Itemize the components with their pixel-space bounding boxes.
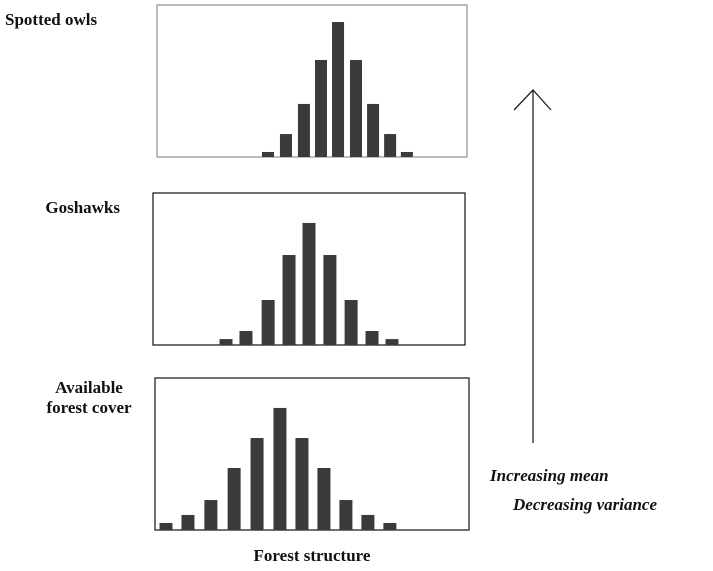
arrow-head [513,89,552,111]
bar [350,60,363,157]
bar [385,339,399,345]
chart-title: Goshawks [45,198,120,217]
bar [282,255,296,345]
bar [384,134,397,157]
panel-frame [156,4,468,158]
bar [204,500,218,530]
bar [323,255,337,345]
bar [227,467,241,530]
bar [339,500,353,530]
bar [365,331,379,345]
annotation: Decreasing variance [513,495,658,514]
bar [314,60,327,157]
chart-title: Available forest cover [46,378,132,417]
bar [273,407,287,530]
bar [181,514,195,530]
bar [261,151,274,157]
bar [383,523,397,530]
bar [295,438,309,530]
chart-title: Spotted owls [5,10,98,29]
bar [332,22,345,157]
bar [279,134,292,157]
annotation: Increasing mean [490,466,609,485]
x-axis-label: Forest structure [253,546,371,565]
bar [219,339,233,345]
panel-frame [154,377,470,531]
bar [159,523,173,530]
bar [250,438,264,530]
bar [239,331,253,345]
bar [367,103,380,157]
bar [261,300,275,345]
bar [361,514,375,530]
bar [302,222,316,345]
bar [297,103,310,157]
bar [317,467,331,530]
bar [400,151,413,157]
bar [344,300,358,345]
